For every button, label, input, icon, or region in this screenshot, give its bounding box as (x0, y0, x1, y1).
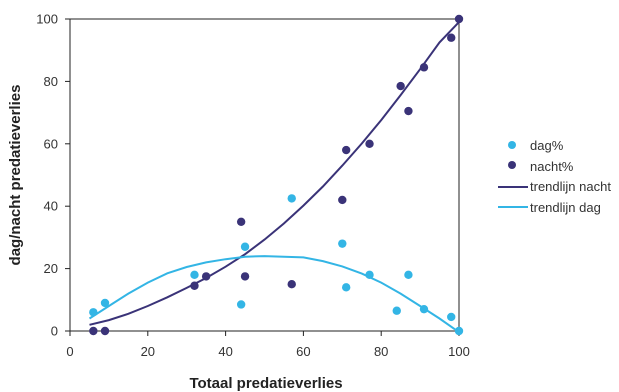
legend-line-swatch (498, 202, 528, 212)
legend-label: nacht% (530, 158, 574, 174)
data-point-nacht-pct (365, 139, 374, 148)
data-point-nacht-pct (454, 14, 464, 24)
data-point-nacht-pct (236, 217, 246, 226)
plot-area: 0 20 40 60 80 100 0 20 40 60 80 100 (36, 12, 470, 360)
y-tick-label: 20 (44, 261, 58, 276)
series-line-trendlijn-nacht (89, 21, 460, 326)
data-point-nacht-pct (89, 326, 98, 336)
x-tick-label: 60 (296, 344, 310, 359)
data-point-nacht-pct (190, 281, 199, 290)
data-point-nacht-pct (341, 145, 351, 155)
series-line-trendlijn-dag (88, 255, 456, 331)
data-point-nacht-pct (419, 63, 429, 72)
x-tick-label: 0 (66, 344, 73, 359)
data-point-nacht-pct (287, 280, 296, 289)
y-tick-label: 0 (51, 324, 58, 339)
legend-item: dag% (498, 136, 616, 155)
x-tick-label: 100 (448, 344, 470, 359)
legend-item: trendlijn nacht (498, 177, 616, 196)
data-point-dag-pct (454, 326, 464, 336)
data-point-dag-pct (419, 304, 429, 314)
legend-line-swatch (498, 182, 528, 192)
legend-item: nacht% (498, 157, 616, 176)
legend-dot-mark (508, 161, 516, 169)
x-axis: 0 20 40 60 80 100 (66, 331, 470, 359)
legend-label: trendlijn dag (530, 199, 601, 215)
data-point-dag-pct (392, 306, 401, 315)
data-point-dag-pct (89, 308, 98, 317)
y-tick-label: 40 (44, 199, 58, 214)
y-axis: 0 20 40 60 80 100 (36, 12, 70, 339)
data-point-dag-pct (341, 283, 351, 292)
data-point-nacht-pct (404, 106, 413, 116)
data-point-nacht-pct (240, 272, 250, 281)
data-point-dag-pct (190, 270, 199, 280)
legend-marker-swatch (498, 161, 528, 171)
legend: dag% nacht% trendlijn nacht trendlijn dag (498, 136, 616, 218)
data-point-nacht-pct (396, 81, 405, 91)
legend-line-mark (498, 206, 528, 208)
data-point-dag-pct (338, 239, 347, 248)
legend-dot-mark (508, 140, 516, 149)
legend-line-mark (498, 185, 528, 188)
legend-marker-swatch (498, 140, 528, 151)
data-point-nacht-pct (447, 33, 456, 42)
x-tick-label: 20 (141, 344, 155, 359)
data-point-dag-pct (365, 270, 374, 280)
x-tick-label: 80 (374, 344, 388, 359)
x-tick-label: 40 (218, 344, 232, 359)
data-point-dag-pct (447, 312, 456, 322)
y-tick-label: 80 (44, 74, 58, 89)
legend-label: dag% (530, 138, 564, 153)
data-point-nacht-pct (100, 326, 110, 336)
y-tick-label: 100 (36, 12, 58, 27)
data-point-dag-pct (287, 194, 296, 203)
data-point-dag-pct (236, 300, 246, 309)
legend-item: trendlijn dag (498, 198, 616, 217)
x-axis-title: Totaal predatieverlies (189, 375, 342, 392)
trend-lines (88, 21, 460, 331)
data-point-nacht-pct (338, 195, 347, 205)
data-point-dag-pct (404, 270, 413, 280)
y-axis-title: dag/nacht predatieverlies (7, 85, 24, 266)
y-tick-label: 60 (44, 136, 58, 151)
data-point-nacht-pct (201, 272, 211, 281)
data-point-dag-pct (100, 298, 110, 308)
plot-frame (69, 18, 460, 332)
data-points (89, 14, 464, 336)
legend-label: trendlijn nacht (530, 179, 611, 194)
data-point-dag-pct (240, 242, 250, 251)
